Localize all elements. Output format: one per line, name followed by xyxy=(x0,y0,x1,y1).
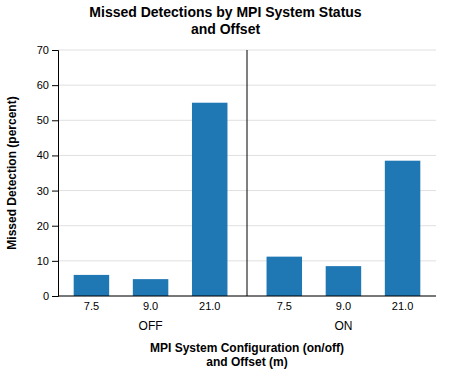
x-tick: 21.0 xyxy=(199,300,220,312)
x-tick: 21.0 xyxy=(392,300,413,312)
y-tick-mark xyxy=(52,50,58,51)
bar-group xyxy=(74,103,228,296)
y-tick-mark xyxy=(52,296,58,297)
x-tick-label: 21.0 xyxy=(199,300,220,312)
bar xyxy=(192,103,227,296)
y-tick: 60 xyxy=(37,79,58,91)
y-axis-title: Missed Detection (percent) xyxy=(5,96,19,249)
x-axis: 7.5 9.0 21.0 xyxy=(277,300,414,312)
x-tick: 7.5 xyxy=(84,300,99,312)
x-tick: 9.0 xyxy=(143,300,158,312)
x-tick: 7.5 xyxy=(277,300,292,312)
y-tick-label: 20 xyxy=(37,220,49,232)
y-tick: 10 xyxy=(37,255,58,267)
y-tick-mark xyxy=(52,120,58,121)
y-tick-mark xyxy=(52,261,58,262)
grid-line xyxy=(58,296,436,297)
y-tick: 40 xyxy=(37,149,58,161)
bar xyxy=(385,161,420,296)
bar xyxy=(74,275,109,296)
y-tick-label: 10 xyxy=(37,255,49,267)
chart-title: Missed Detections by MPI System Statusan… xyxy=(89,4,362,37)
y-tick-mark xyxy=(52,85,58,86)
y-tick-label: 40 xyxy=(37,149,49,161)
group-divider xyxy=(247,50,248,296)
x-axis-line xyxy=(58,296,436,297)
chart-svg: 0 10 20 30 40 50 60 70 7.5 9.0 21.0 OFF 7.5 9.0 21.0 ON… xyxy=(0,0,451,376)
y-tick: 30 xyxy=(37,185,58,197)
plot: 0 10 20 30 40 50 60 70 7.5 9.0 21.0 OFF 7.5 9.0 21.0 ON xyxy=(37,44,436,333)
x-axis-title: MPI System Configuration (on/off)and Off… xyxy=(150,341,344,369)
bar xyxy=(326,266,361,296)
bar-group xyxy=(267,161,421,296)
y-axis: 0 10 20 30 40 50 60 70 xyxy=(37,44,59,302)
group-label: OFF xyxy=(139,319,163,333)
y-tick-label: 30 xyxy=(37,185,49,197)
grid xyxy=(58,50,436,296)
x-tick-label: 7.5 xyxy=(277,300,292,312)
y-tick-label: 60 xyxy=(37,79,49,91)
y-tick: 20 xyxy=(37,220,58,232)
bar xyxy=(133,279,168,296)
x-tick-label: 9.0 xyxy=(143,300,158,312)
y-tick-mark xyxy=(52,226,58,227)
y-tick-mark xyxy=(52,191,58,192)
y-tick-mark xyxy=(52,155,58,156)
y-tick: 0 xyxy=(43,290,58,302)
x-tick-label: 21.0 xyxy=(392,300,413,312)
x-tick: 9.0 xyxy=(336,300,351,312)
y-tick-label: 50 xyxy=(37,114,49,126)
x-tick-label: 9.0 xyxy=(336,300,351,312)
y-tick-label: 0 xyxy=(43,290,49,302)
y-tick-label: 70 xyxy=(37,44,49,56)
y-tick: 70 xyxy=(37,44,58,56)
y-tick: 50 xyxy=(37,114,58,126)
x-tick-label: 7.5 xyxy=(84,300,99,312)
x-axis: 7.5 9.0 21.0 xyxy=(84,300,221,312)
group-label: ON xyxy=(334,319,352,333)
y-axis-line xyxy=(52,51,59,297)
bar xyxy=(267,257,302,296)
